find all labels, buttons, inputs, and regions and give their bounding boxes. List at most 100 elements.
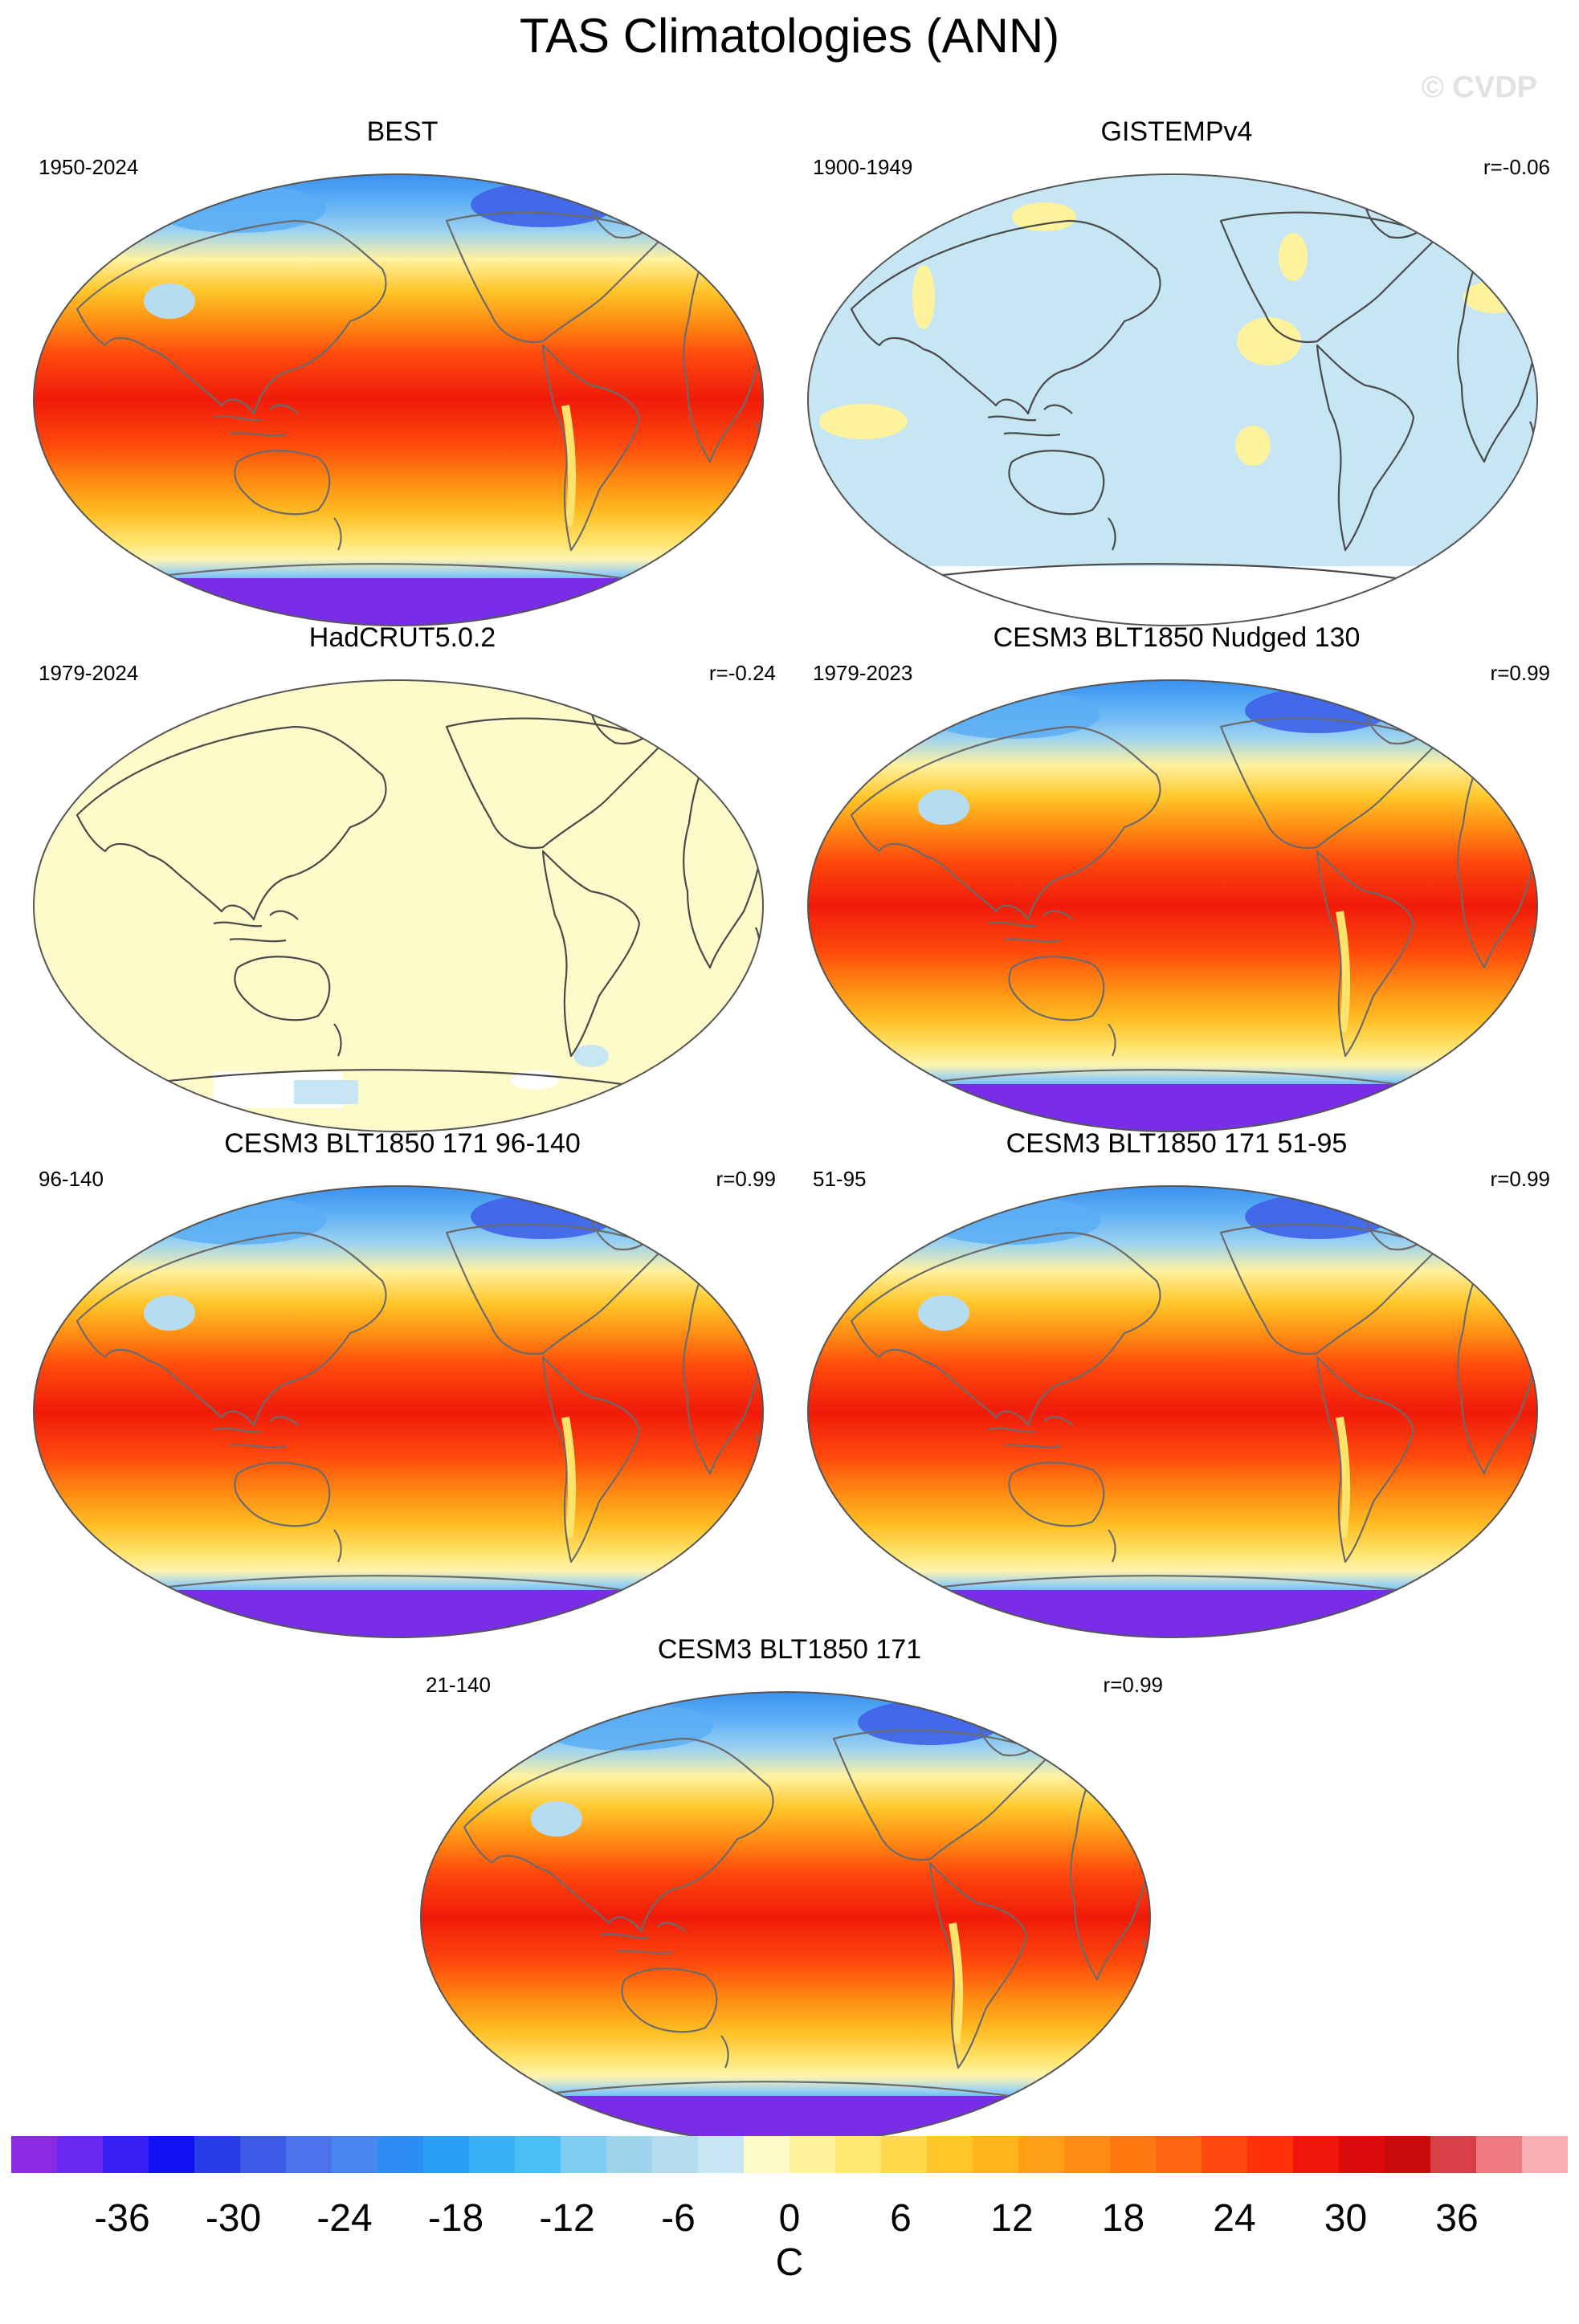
continent-outline-antarctica xyxy=(915,1575,1446,1600)
continent-outline-africa xyxy=(1070,1785,1150,1981)
continent-outline-north-america xyxy=(832,1729,1052,1861)
continent-outline-new-zealand xyxy=(1108,517,1116,551)
continent-outline-south-america xyxy=(928,1861,1028,2069)
colorbar-swatch xyxy=(927,2136,973,2173)
colorbar-tick-label: -12 xyxy=(539,2197,595,2240)
continent-outline-asia xyxy=(850,1231,1161,1427)
continent-outline-australia xyxy=(1008,450,1105,516)
siberia-cold-region xyxy=(537,1702,713,1751)
map-border xyxy=(33,1185,764,1638)
colorbar-swatch xyxy=(652,2136,699,2173)
colorbar-swatch xyxy=(606,2136,653,2173)
world-map xyxy=(33,1185,764,1638)
colorbar-swatch xyxy=(377,2136,424,2173)
continent-outline-australia xyxy=(234,1462,331,1527)
siberia-cold-region xyxy=(149,185,326,233)
continent-outline-antarctica xyxy=(915,1069,1446,1094)
panel-period: 1950-2024 xyxy=(39,155,139,179)
map-border xyxy=(33,173,764,626)
colorbar-swatch xyxy=(1110,2136,1157,2173)
colorbar-tick-label: 6 xyxy=(890,2197,912,2240)
siberia-cold-region xyxy=(924,1197,1100,1245)
colorbar-swatch xyxy=(698,2136,745,2173)
arctic-cold-region xyxy=(858,1700,1002,1745)
arctic-cold-region xyxy=(1245,1194,1389,1239)
tibetan-plateau-cold-spot xyxy=(918,789,969,825)
colorbar-tick-labels: -36 -30 -24 -18 -12 -6 0 6 12 18 24 30 36 xyxy=(0,2196,1579,2244)
map-border xyxy=(807,1185,1538,1638)
map-panel: BEST 1950-2024 xyxy=(29,116,776,626)
continent-outline-north-america xyxy=(445,211,665,344)
anomaly-patch xyxy=(1279,233,1308,281)
panel-correlation: r=-0.06 xyxy=(1483,155,1550,179)
temperature-field xyxy=(808,1186,1537,1637)
anomaly-patch xyxy=(1463,281,1524,313)
colorbar-swatch xyxy=(744,2136,790,2173)
continent-outline-indonesia xyxy=(987,1416,1073,1449)
missing-data-region xyxy=(294,1080,358,1104)
continent-outline-asia xyxy=(850,219,1161,415)
colorbar-tick-label: 30 xyxy=(1324,2197,1368,2240)
continent-outline-indonesia xyxy=(987,404,1073,437)
anomaly-patch xyxy=(1235,426,1271,466)
continent-outline-australia xyxy=(234,956,331,1021)
colorbar-swatch xyxy=(57,2136,104,2173)
map-border xyxy=(807,679,1538,1132)
colorbar-tick-label: 36 xyxy=(1435,2197,1479,2240)
colorbar-tick-label: -6 xyxy=(661,2197,696,2240)
colorbar-swatch xyxy=(103,2136,149,2173)
colorbar-swatch xyxy=(881,2136,928,2173)
anomaly-patch xyxy=(573,1045,609,1067)
panel-period: 51-95 xyxy=(813,1167,867,1191)
arctic-cold-region xyxy=(471,182,615,227)
continent-outline-north-america xyxy=(445,717,665,850)
continent-outline-africa xyxy=(1457,1279,1537,1475)
continent-outline-south-america xyxy=(541,344,641,552)
panel-correlation: r=0.99 xyxy=(1490,661,1550,685)
panel-title: CESM3 BLT1850 171 51-95 xyxy=(1006,1128,1348,1159)
continent-outline-africa xyxy=(683,773,763,969)
continent-outline-asia xyxy=(463,1737,774,1933)
colorbar-tick-label: 12 xyxy=(990,2197,1034,2240)
panel-title: CESM3 BLT1850 171 96-140 xyxy=(224,1128,581,1159)
temperature-field xyxy=(421,1692,1150,2143)
colorbar-swatch xyxy=(973,2136,1019,2173)
world-map xyxy=(807,1185,1538,1638)
temperature-field xyxy=(808,680,1537,1131)
continent-outline-new-zealand xyxy=(333,1023,342,1057)
continent-outline-indonesia xyxy=(213,1416,299,1449)
continent-outline-new-zealand xyxy=(333,1529,342,1563)
panel-title: BEST xyxy=(366,116,439,147)
continent-outline-africa xyxy=(1457,773,1537,969)
continent-outline-antarctica xyxy=(528,2081,1059,2106)
colorbar-tick-label: 0 xyxy=(778,2197,801,2240)
continent-outline-new-zealand xyxy=(1108,1529,1116,1563)
anomaly-patch xyxy=(1237,317,1301,365)
continent-outline-australia xyxy=(621,1967,718,2033)
continent-outline-south-america xyxy=(1316,850,1415,1058)
colorbar-swatch xyxy=(332,2136,378,2173)
tibetan-plateau-cold-spot xyxy=(144,283,195,319)
temperature-field xyxy=(34,1186,763,1637)
colorbar-tick-label: 18 xyxy=(1101,2197,1145,2240)
panel-correlation: r=0.99 xyxy=(1103,1673,1163,1697)
panel-title: GISTEMPv4 xyxy=(1100,116,1253,147)
world-map xyxy=(33,679,764,1132)
andes-cold-strip xyxy=(1336,911,1351,1033)
continent-outline-south-america xyxy=(1316,1356,1415,1564)
colorbar-swatch xyxy=(149,2136,195,2173)
siberia-cold-region xyxy=(149,1197,326,1245)
colorbar-swatch xyxy=(1156,2136,1202,2173)
continent-outline-indonesia xyxy=(987,910,1073,943)
continent-outline-indonesia xyxy=(213,910,299,943)
arctic-cold-region xyxy=(1245,688,1389,733)
continent-outline-africa xyxy=(1457,267,1537,463)
continent-outline-asia xyxy=(75,219,387,415)
colorbar xyxy=(11,2136,1568,2173)
colorbar-swatch xyxy=(1064,2136,1111,2173)
map-panel: CESM3 BLT1850 171 21-140 r=0.99 xyxy=(416,1634,1163,2144)
figure-title: TAS Climatologies (ANN) xyxy=(519,9,1060,63)
panel-title: CESM3 BLT1850 171 xyxy=(657,1634,922,1665)
colorbar-tick-label: -36 xyxy=(94,2197,150,2240)
colorbar-swatch xyxy=(1385,2136,1431,2173)
